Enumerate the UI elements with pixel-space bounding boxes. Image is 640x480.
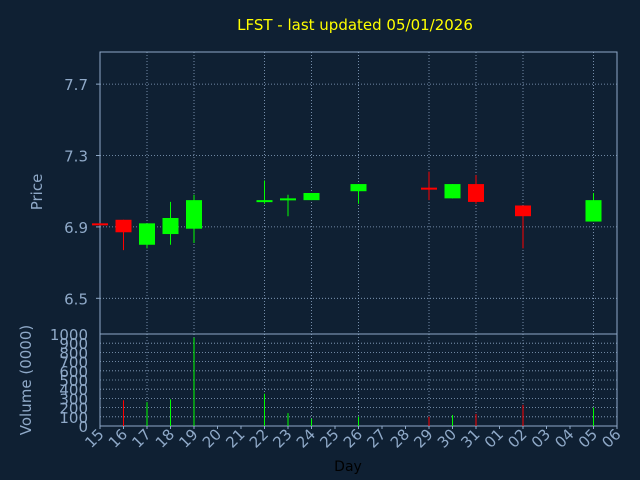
price-tick-label: 7.7 [64,76,88,94]
candle-body [350,184,367,192]
volume-tick-label: 400 [59,381,88,399]
candle-body [421,187,437,190]
volume-tick-label: 300 [59,390,88,408]
price-tick-label: 6.5 [64,290,88,308]
candle-body [280,198,296,201]
volume-tick-label: 0 [78,418,88,436]
price-tick-label: 6.9 [64,219,88,237]
day-axis-ticks: 1516171819202122232425262728293031010203… [81,425,624,451]
candle-body [468,184,484,202]
volume-tick-label: 100 [59,409,88,427]
candle-body [92,223,108,226]
candle-body [256,200,273,203]
price-axis-label: Price [28,174,46,211]
candle-body [139,223,155,245]
candle-body [515,205,531,217]
price-tick-label: 7.3 [64,148,88,166]
volume-tick-label: 900 [59,335,88,353]
price-candles [92,171,602,251]
volume-tick-label: 600 [59,363,88,381]
chart-title: LFST - last updated 05/01/2026 [237,16,473,34]
volume-tick-label: 700 [59,354,88,372]
volume-tick-label: 1000 [50,326,88,344]
price-axis-ticks: 7.7 7.3 6.9 6.5 [64,76,100,308]
candle-body [115,219,132,233]
candle-body [303,193,320,201]
candle-body [444,184,461,199]
volume-bars [123,337,594,426]
candle-body [585,200,602,222]
candle-body [186,200,202,229]
candle-body [162,217,179,235]
volume-tick-label: 200 [59,400,88,418]
volume-axis-label: Volume (0000) [17,325,35,435]
volume-tick-label: 500 [59,372,88,390]
volume-tick-label: 800 [59,344,88,362]
day-axis-label: Day [334,459,362,475]
